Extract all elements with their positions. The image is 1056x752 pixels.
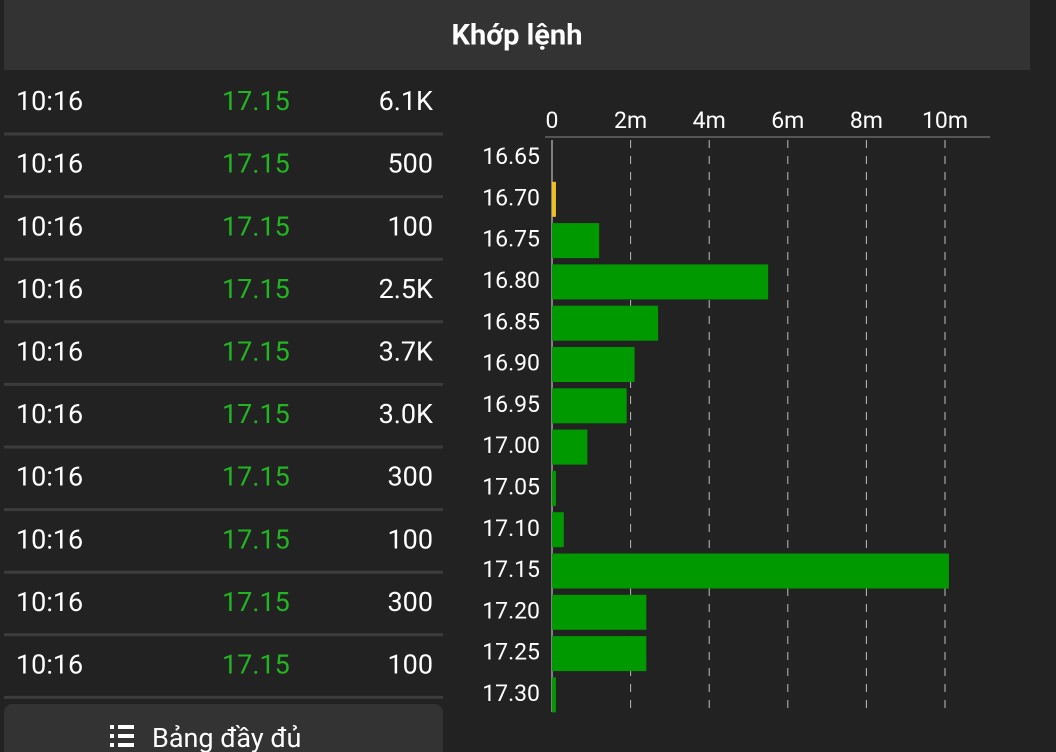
y-tick-label: 17.25: [482, 639, 540, 666]
time: 10:16: [16, 210, 83, 242]
volume: 6.1K: [379, 85, 433, 117]
y-tick-label: 17.30: [482, 680, 540, 707]
price: 17.15: [222, 649, 290, 681]
price: 17.15: [222, 586, 290, 618]
x-tick-label: 0: [546, 107, 559, 134]
time: 10:16: [16, 649, 83, 681]
time: 10:16: [16, 398, 83, 430]
y-tick-label: 17.10: [482, 515, 540, 542]
volume: 100: [387, 649, 433, 681]
time: 10:16: [16, 148, 83, 180]
y-tick-label: 16.95: [482, 391, 540, 418]
volume: 2.5K: [379, 273, 433, 305]
x-tick-label: 2m: [614, 107, 647, 134]
bar: [552, 512, 564, 548]
header-title: Khớp lệnh: [452, 19, 583, 53]
price: 17.15: [222, 85, 290, 117]
bar: [552, 470, 556, 506]
y-tick-label: 16.90: [482, 350, 540, 377]
header-bar: [4, 0, 1030, 70]
bar: [552, 305, 659, 341]
volume: 300: [387, 461, 433, 493]
price: 17.15: [222, 336, 290, 368]
price: 17.15: [222, 523, 290, 555]
volume: 500: [387, 148, 433, 180]
bar: [552, 636, 647, 672]
button-bg[interactable]: [4, 704, 443, 752]
time: 10:16: [16, 273, 83, 305]
bar: [552, 594, 647, 630]
trade-table: 10:16 17.15 6.1K 10:16 17.15 500 10:16 17.15 100…: [4, 85, 443, 699]
y-tick-label: 16.65: [482, 143, 540, 170]
y-tick-label: 17.05: [482, 473, 540, 500]
x-tick-label: 4m: [693, 107, 726, 134]
time: 10:16: [16, 586, 83, 618]
y-tick-label: 17.20: [482, 597, 540, 624]
price: 17.15: [222, 461, 290, 493]
x-tick-label: 6m: [771, 107, 804, 134]
y-tick-label: 16.70: [482, 184, 540, 211]
time: 10:16: [16, 523, 83, 555]
price: 17.15: [222, 273, 290, 305]
bar: [552, 264, 769, 300]
bar: [552, 181, 556, 217]
y-tick-label: 16.85: [482, 308, 540, 335]
y-tick-label: 17.00: [482, 432, 540, 459]
y-tick-label: 16.75: [482, 226, 540, 253]
button-label[interactable]: Bảng đầy đủ: [152, 722, 301, 752]
chart: 0 2m 4m 6m 8m 10m 16.65 16.70 16.75 16.80 16.85 16.…: [482, 107, 990, 713]
time: 10:16: [16, 85, 83, 117]
bar: [552, 347, 635, 382]
y-tick-label: 17.15: [482, 556, 540, 583]
price: 17.15: [222, 398, 290, 430]
volume: 100: [387, 523, 433, 555]
bar: [552, 388, 627, 424]
volume: 3.7K: [379, 336, 433, 368]
y-tick-label: 16.80: [482, 267, 540, 294]
volume: 3.0K: [379, 398, 433, 430]
price: 17.15: [222, 210, 290, 242]
list-icon: [110, 725, 134, 747]
time: 10:16: [16, 336, 83, 368]
x-tick-label: 10m: [922, 107, 968, 134]
volume: 100: [387, 210, 433, 242]
bar: [552, 553, 949, 589]
bar: [552, 223, 600, 259]
bar: [552, 677, 556, 713]
x-tick-label: 8m: [850, 107, 883, 134]
full-table-button[interactable]: Bảng đầy đủ: [4, 704, 443, 752]
bar: [552, 429, 588, 465]
price: 17.15: [222, 148, 290, 180]
time: 10:16: [16, 461, 83, 493]
volume: 300: [387, 586, 433, 618]
